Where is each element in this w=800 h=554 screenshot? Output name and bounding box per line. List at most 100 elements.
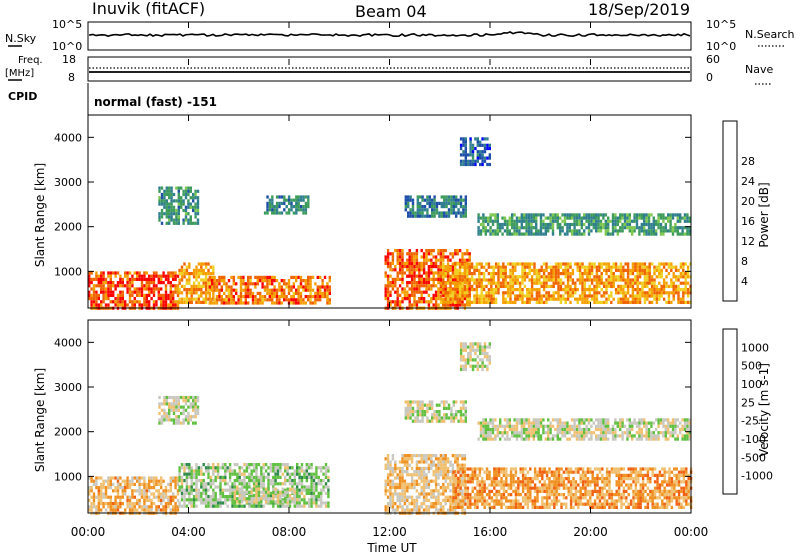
power-cell: [523, 262, 527, 266]
power-cell: [157, 297, 160, 301]
velocity-cell: [418, 460, 421, 464]
velocity-cell: [444, 489, 447, 493]
power-cell: [268, 298, 271, 302]
power-cell: [457, 208, 460, 212]
velocity-cell: [143, 498, 146, 502]
velocity-cell: [430, 505, 433, 509]
velocity-cell: [160, 495, 163, 499]
power-cell: [554, 262, 558, 266]
power-cell: [557, 275, 560, 279]
power-cell: [593, 294, 596, 298]
power-cell: [590, 265, 594, 269]
power-cell: [211, 282, 214, 286]
velocity-cell: [481, 467, 484, 471]
power-cell: [564, 297, 567, 301]
velocity-cell: [136, 476, 139, 480]
velocity-cell: [281, 490, 285, 494]
power-cell: [411, 214, 415, 218]
power-cell: [650, 278, 654, 282]
velocity-cell: [183, 469, 186, 473]
power-cell: [100, 274, 103, 278]
power-cell: [525, 232, 528, 236]
power-cell: [128, 281, 132, 285]
velocity-cell: [327, 479, 330, 483]
power-cell: [112, 284, 115, 288]
power-cell: [256, 282, 259, 286]
velocity-cell: [315, 504, 318, 508]
velocity-cell: [396, 498, 399, 502]
velocity-cell: [403, 489, 407, 493]
power-cell: [566, 272, 570, 276]
power-cell: [545, 278, 548, 282]
power-cell: [461, 278, 464, 282]
velocity-cell: [100, 502, 103, 506]
velocity-cell: [422, 502, 426, 506]
velocity-cell: [169, 479, 172, 483]
velocity-cell: [403, 492, 407, 496]
power-cell: [202, 281, 205, 285]
power-cell: [100, 284, 103, 288]
power-cell: [410, 268, 414, 272]
power-cell: [476, 159, 479, 163]
power-cell: [463, 297, 467, 301]
velocity-cell: [317, 479, 320, 483]
velocity-cell: [398, 482, 402, 486]
power-cell: [169, 293, 172, 297]
power-cell: [653, 272, 656, 276]
power-cell: [619, 226, 622, 230]
power-cell: [164, 290, 168, 294]
power-cell: [196, 205, 200, 209]
velocity-cell: [233, 490, 237, 494]
power-cell: [439, 258, 443, 262]
power-cell: [542, 300, 546, 304]
power-cell: [598, 284, 601, 288]
power-cell: [283, 282, 286, 286]
power-cell: [549, 213, 552, 217]
power-cell: [636, 288, 639, 292]
power-cell: [430, 268, 433, 272]
power-cell: [232, 288, 235, 292]
power-cell: [119, 303, 122, 307]
power-cell: [461, 272, 464, 276]
power-cell: [169, 274, 172, 278]
power-cell: [657, 213, 660, 217]
power-cell: [109, 290, 112, 294]
power-cell: [427, 303, 431, 307]
power-cell: [275, 195, 279, 199]
power-cell: [420, 277, 423, 281]
velocity-cell: [274, 463, 277, 467]
velocity-cell: [456, 486, 459, 490]
velocity-cell: [288, 487, 292, 491]
power-cell: [583, 278, 587, 282]
power-cell: [461, 255, 464, 259]
velocity-cell: [172, 421, 176, 425]
velocity-cell: [398, 460, 402, 464]
power-cell: [474, 159, 477, 163]
power-cell: [568, 222, 571, 227]
power-cell: [576, 268, 579, 272]
power-cell: [401, 252, 404, 256]
velocity-cell: [109, 486, 112, 490]
power-cell: [133, 297, 136, 301]
power-cell: [473, 297, 476, 301]
power-cell: [208, 285, 211, 289]
power-cell: [662, 265, 666, 269]
power-cell: [297, 201, 300, 205]
velocity-cell: [394, 466, 397, 470]
power-cell: [178, 268, 181, 272]
power-cell: [682, 272, 685, 276]
power-cell: [520, 213, 523, 217]
velocity-cell: [296, 469, 299, 473]
power-cell: [504, 278, 507, 282]
power-cell: [170, 186, 173, 190]
velocity-cell: [432, 479, 435, 483]
velocity-cell: [422, 476, 426, 480]
power-cell: [307, 205, 310, 209]
velocity-cell: [274, 469, 277, 473]
power-cell: [466, 281, 469, 285]
power-cell: [192, 284, 196, 288]
power-cell: [561, 219, 564, 223]
power-cell: [254, 301, 257, 305]
power-cell: [190, 291, 193, 295]
power-cell: [121, 290, 124, 294]
